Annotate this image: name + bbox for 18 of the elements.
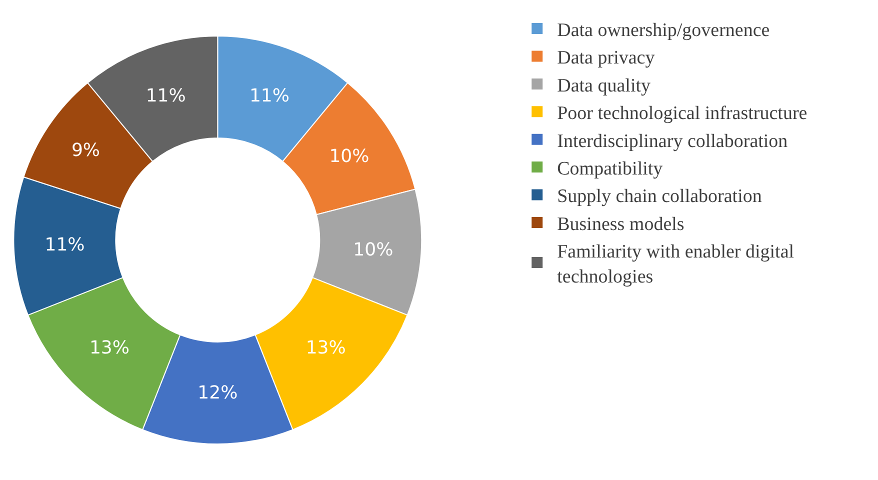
legend-label: Compatibility <box>557 158 664 180</box>
data-label: 9% <box>71 140 100 161</box>
data-label: 12% <box>198 382 238 404</box>
data-label: 10% <box>353 239 394 260</box>
legend-label: Familiarity with enabler digital technologies <box>557 242 794 288</box>
legend-label: Interdisciplinary collaboration <box>557 130 788 152</box>
legend-label: Data privacy <box>557 48 656 69</box>
data-label: 13% <box>306 338 346 359</box>
data-label: 10% <box>329 146 370 168</box>
legend-label: Data quality <box>557 75 652 96</box>
data-label: 11% <box>249 86 290 107</box>
legend-label: Poor technological infrastructure <box>557 103 808 124</box>
data-label: 11% <box>146 86 186 107</box>
data-label: 11% <box>44 234 85 256</box>
legend-label: Business models <box>557 214 684 235</box>
legend-label: Supply chain collaboration <box>557 186 762 208</box>
data-label: 13% <box>89 338 130 359</box>
legend-label: Data ownership/governence <box>557 20 770 41</box>
